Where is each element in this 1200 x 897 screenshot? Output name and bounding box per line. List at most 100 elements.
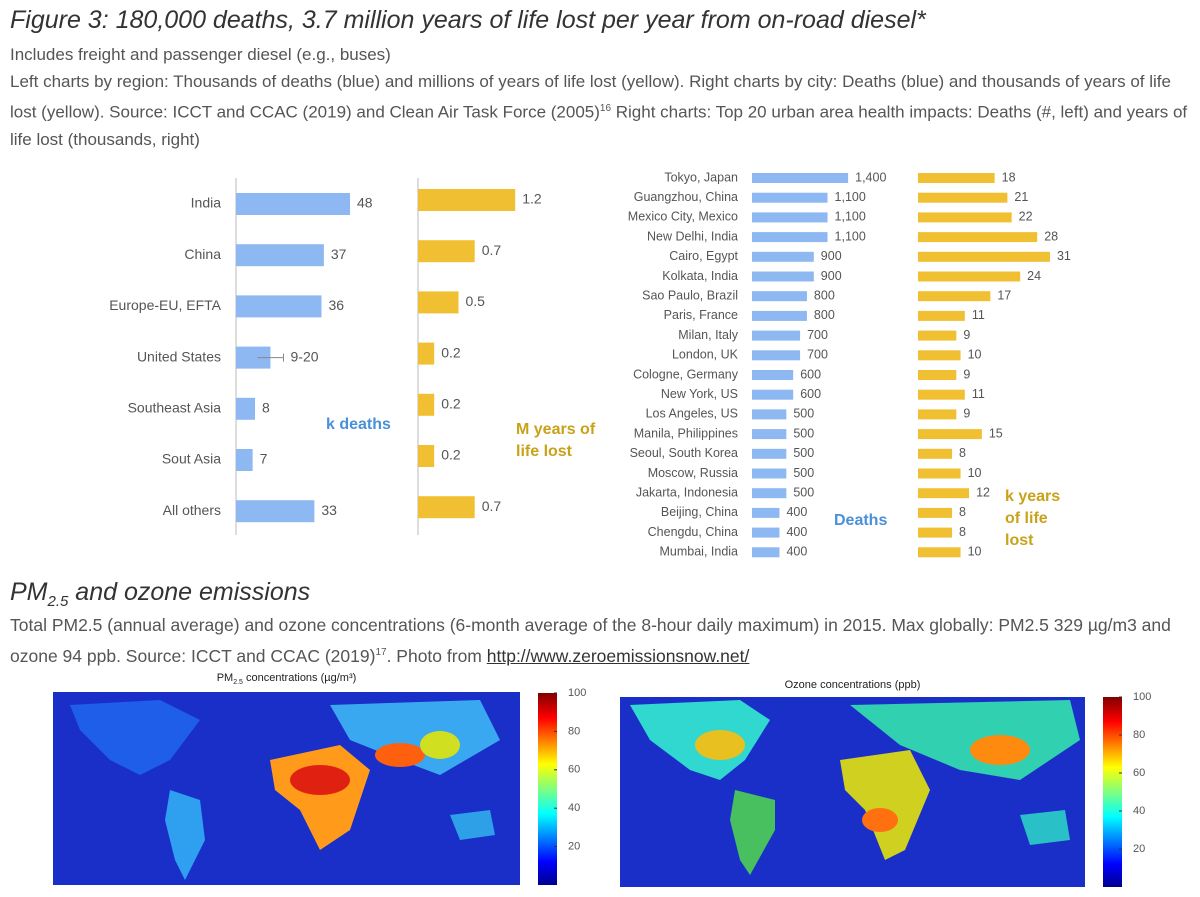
heading-sub: 2.5	[47, 593, 69, 610]
heading-tail: and ozone emissions	[68, 578, 311, 606]
bar	[752, 173, 849, 183]
category-label: Moscow, Russia	[648, 466, 738, 480]
category-label: Europe-EU, EFTA	[109, 297, 221, 313]
category-label: Manila, Philippines	[634, 426, 738, 440]
bar	[418, 291, 459, 314]
bar	[418, 445, 435, 467]
subtitle: Includes freight and passenger diesel (e…	[10, 45, 391, 64]
value-label: 600	[800, 387, 821, 401]
value-label: 1.2	[522, 191, 542, 207]
bar	[918, 350, 961, 361]
category-label: Sout Asia	[162, 451, 221, 467]
map-title-sub: 2.5	[233, 679, 243, 687]
category-label: Los Angeles, US	[646, 407, 738, 421]
value-label: 0.7	[482, 498, 502, 514]
bar	[752, 468, 787, 479]
value-label: 1,100	[835, 229, 866, 243]
value-label: 900	[821, 269, 842, 283]
ozone-map	[620, 697, 1085, 887]
value-label: 15	[989, 426, 1003, 440]
value-label: 400	[786, 525, 807, 539]
bar	[918, 271, 1021, 282]
category-label: Paris, France	[664, 308, 738, 322]
category-label: Mumbai, India	[659, 545, 738, 559]
bar	[918, 429, 982, 440]
category-label: Chengdu, China	[648, 525, 738, 539]
value-label: 8	[959, 525, 966, 539]
value-label: 600	[800, 367, 821, 381]
value-label: 9-20	[291, 348, 319, 364]
value-label: 8	[262, 400, 270, 416]
section-body: Total PM2.5 (annual average) and ozone c…	[10, 615, 1171, 666]
value-label: 500	[793, 407, 814, 421]
bar	[752, 409, 787, 420]
value-label: 500	[793, 426, 814, 440]
bar	[918, 547, 961, 558]
bar	[918, 448, 953, 459]
value-label: 10	[968, 466, 982, 480]
bar	[418, 342, 435, 365]
colorbar-tick-label: 100	[1133, 691, 1151, 703]
bar	[752, 291, 807, 302]
value-label: 10	[968, 348, 982, 362]
annotation: M years of life lost	[516, 421, 596, 460]
note: Left charts by region: Thousands of deat…	[10, 68, 1195, 153]
map-title-text: PM	[216, 672, 234, 684]
bar	[236, 449, 253, 471]
bar	[918, 232, 1038, 243]
value-label: 9	[963, 328, 970, 342]
bar	[418, 393, 435, 416]
category-label: Beijing, China	[661, 505, 738, 519]
bar	[918, 507, 953, 518]
figure-title: Figure 3: 180,000 deaths, 3.7 million ye…	[10, 6, 926, 34]
note-sup: 16	[599, 103, 612, 114]
bar	[752, 527, 780, 538]
colorbar-tick-label: 20	[568, 841, 580, 853]
bar	[918, 291, 991, 302]
colorbar-tick-label: 100	[568, 687, 586, 699]
value-label: 800	[814, 288, 835, 302]
value-label: 0.5	[466, 293, 486, 309]
value-label: 7	[260, 451, 268, 467]
value-label: 31	[1057, 249, 1071, 263]
category-label: China	[184, 246, 221, 262]
colorbar-tick-label: 40	[568, 802, 580, 814]
bar	[752, 370, 794, 380]
bar	[752, 310, 807, 321]
annotation: Deaths	[834, 512, 888, 529]
map-title-tail: concentrations (µg/m³)	[242, 672, 357, 684]
value-label: 400	[786, 545, 807, 559]
bar	[752, 389, 794, 400]
bar	[752, 271, 814, 282]
heading-text: PM	[10, 578, 48, 606]
value-label: 900	[821, 249, 842, 263]
bar	[418, 240, 475, 263]
value-label: 1,100	[835, 210, 866, 224]
bar	[918, 212, 1012, 223]
bar	[918, 488, 970, 499]
bar	[236, 295, 322, 318]
value-label: 36	[329, 297, 345, 313]
bar	[918, 370, 957, 380]
bar	[918, 527, 953, 538]
link[interactable]: http://www.zeroemissionsnow.net/	[486, 645, 750, 666]
bar	[418, 496, 475, 519]
section-heading: PM2.5 and ozone emissions	[10, 578, 310, 610]
category-label: New Delhi, India	[647, 229, 738, 243]
bar	[752, 547, 780, 558]
ozone-colorbar	[1103, 697, 1122, 887]
category-label: United States	[137, 348, 221, 364]
category-label: London, UK	[672, 348, 739, 362]
pm-map	[53, 692, 520, 885]
value-label: 9	[963, 367, 970, 381]
category-label: Cairo, Egypt	[669, 249, 738, 263]
map-title: Ozone concentrations (ppb)	[784, 679, 921, 691]
bar	[918, 330, 957, 341]
value-label: 9	[963, 407, 970, 421]
colorbar-tick-label: 20	[1133, 843, 1145, 855]
bar	[752, 429, 787, 440]
bar	[752, 448, 787, 459]
category-label: Guangzhou, China	[634, 190, 738, 204]
pm-colorbar	[538, 693, 557, 885]
